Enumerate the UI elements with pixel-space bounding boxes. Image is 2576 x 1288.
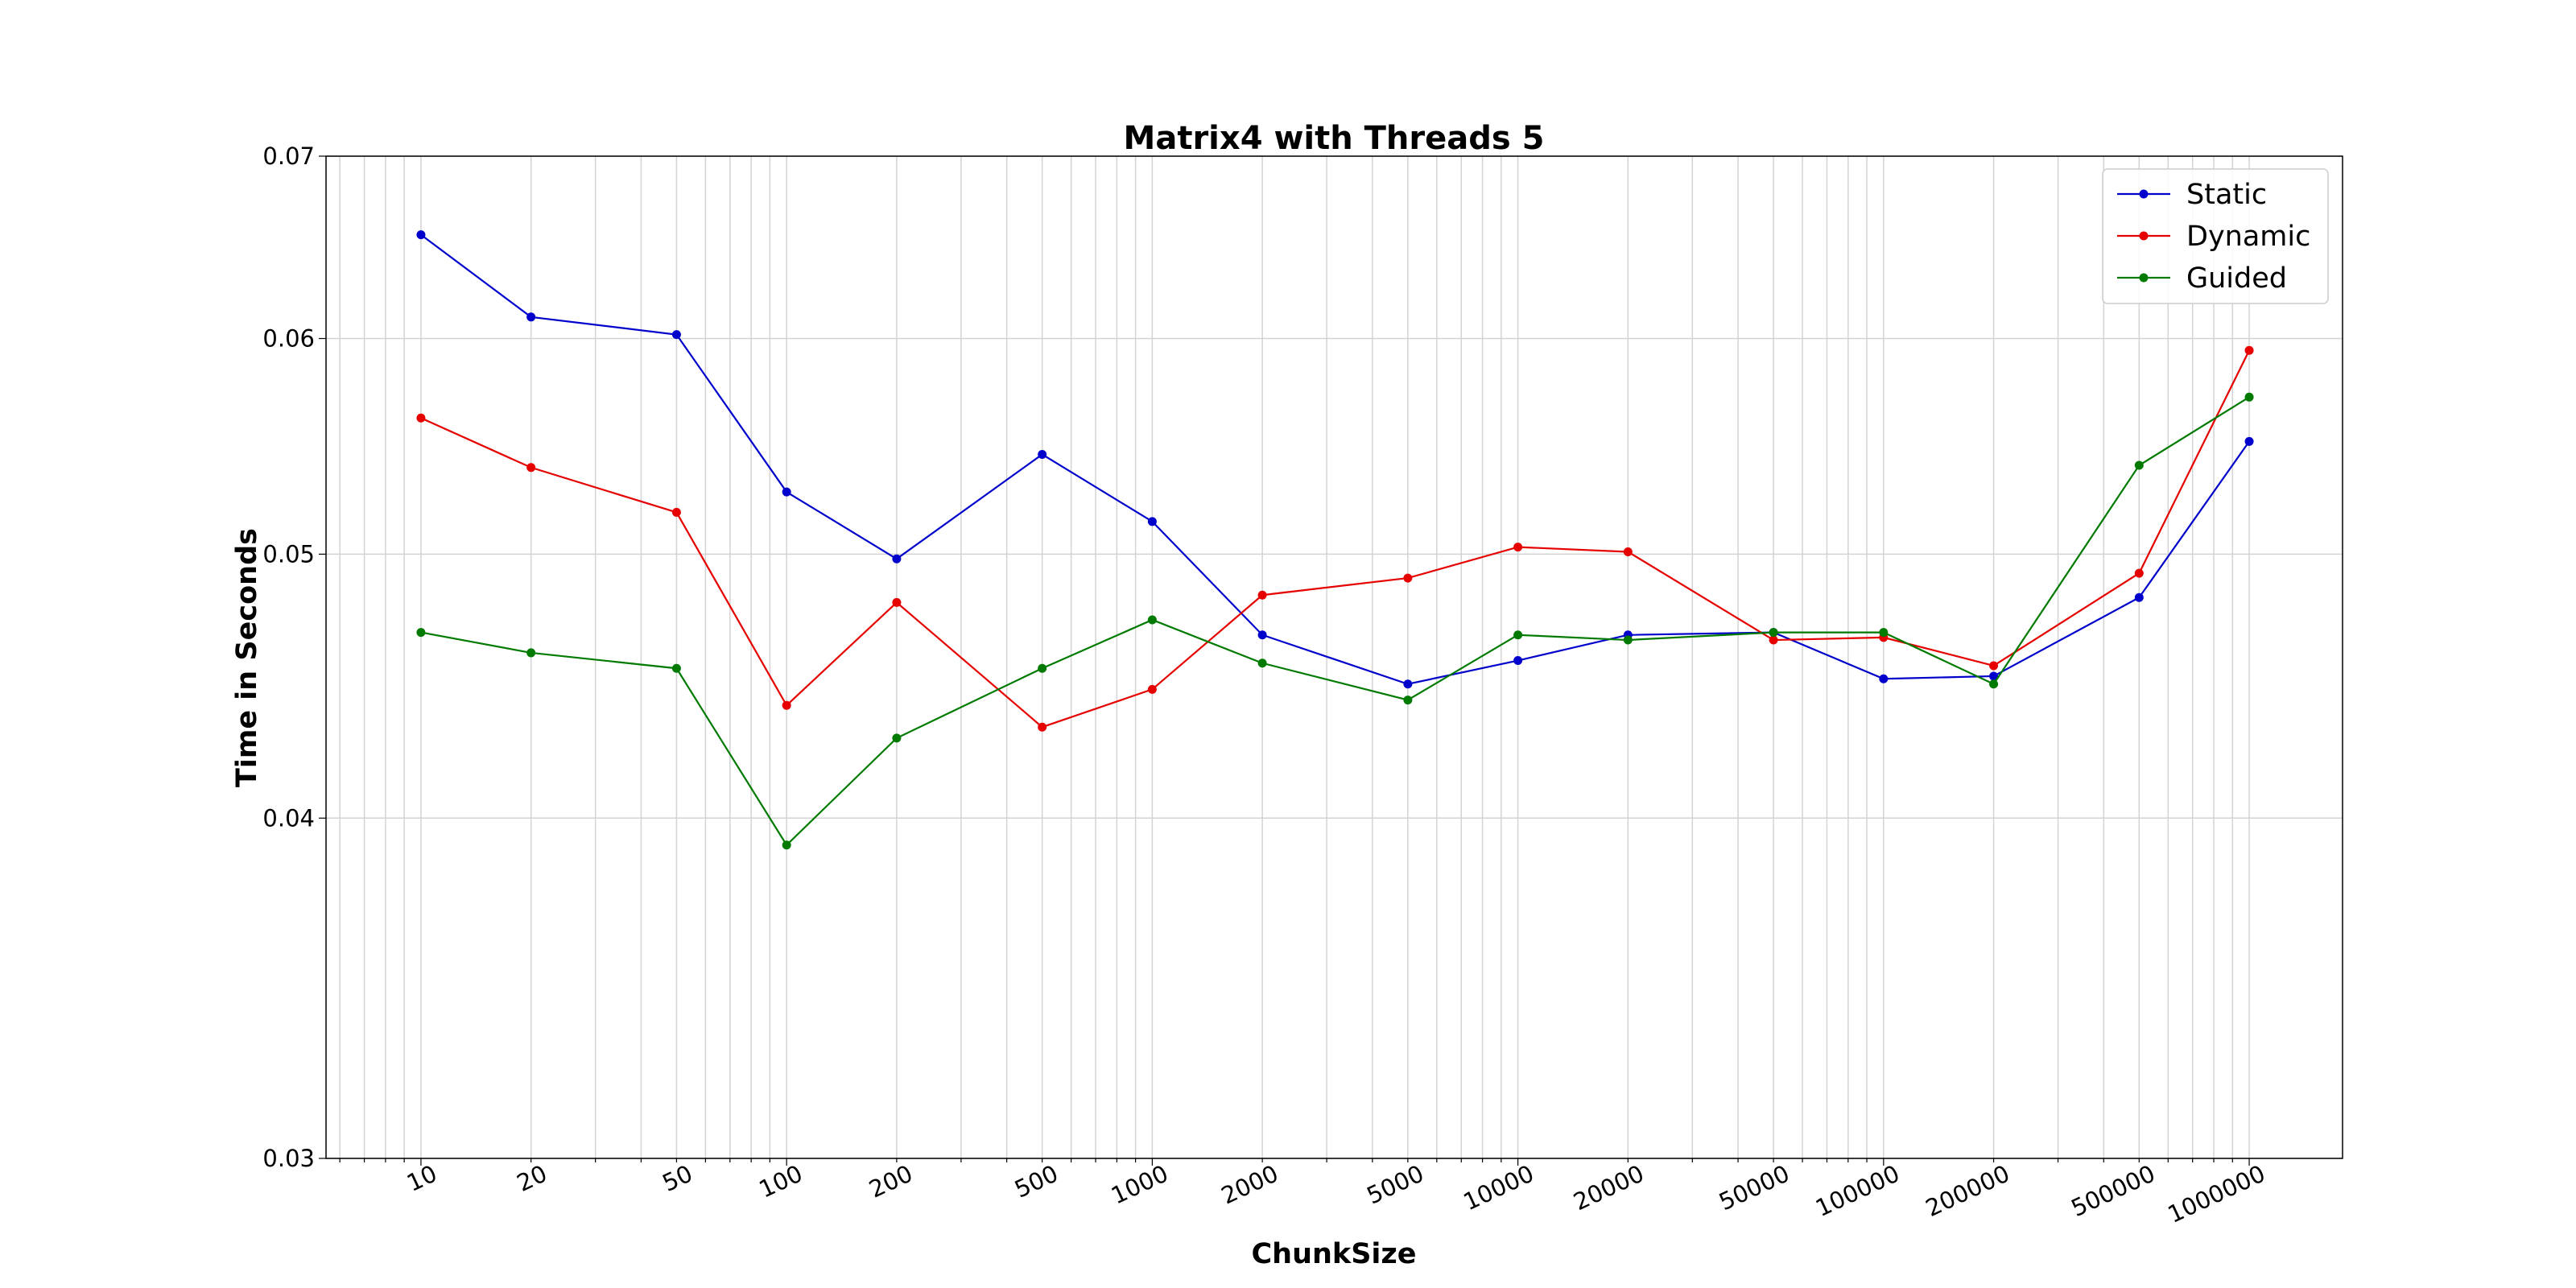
x-tick-label: 100: [755, 1160, 807, 1203]
data-point: [782, 840, 791, 850]
data-point: [1989, 671, 1999, 681]
data-point: [1257, 590, 1267, 600]
data-point: [1147, 517, 1157, 526]
legend-label: Dynamic: [2186, 221, 2310, 253]
data-point: [1623, 635, 1633, 645]
x-tick-label: 100000: [1811, 1160, 1904, 1223]
series-line: [420, 233, 2250, 685]
x-tick-label: 50000: [1715, 1160, 1794, 1216]
data-point: [1038, 722, 1047, 732]
data-point: [1513, 656, 1523, 666]
data-point: [1403, 696, 1413, 705]
data-point: [892, 554, 902, 564]
series-dynamic: [416, 345, 2254, 732]
plot-area-frame: [325, 155, 2343, 1159]
legend: Static Dynamic Guided: [2102, 168, 2329, 304]
data-point: [416, 628, 426, 638]
legend-label: Guided: [2186, 262, 2287, 295]
data-point: [416, 230, 426, 240]
legend-marker: [2139, 273, 2149, 283]
legend-marker: [2139, 189, 2149, 199]
y-tick-label: 0.06: [262, 325, 315, 353]
data-point: [526, 312, 536, 322]
x-tick-label: 5000: [1363, 1160, 1428, 1210]
x-tick-label: 200: [865, 1160, 917, 1203]
data-point: [2244, 436, 2254, 446]
series-line: [420, 396, 2250, 847]
data-point: [1038, 663, 1047, 673]
series-static: [416, 230, 2254, 689]
data-point: [1147, 615, 1157, 625]
data-point: [1879, 674, 1889, 683]
grid: [326, 155, 2343, 1159]
data-point: [526, 648, 536, 658]
data-point: [892, 733, 902, 743]
axis-ticks: 0.03 0.04 0.05 0.06 0.07 10 20 50 100 200 500 1000 2…: [262, 142, 2269, 1228]
data-point: [1989, 661, 1999, 671]
y-axis-label: Time in Seconds: [231, 528, 263, 787]
data-point: [1769, 635, 1778, 645]
series-line: [420, 349, 2251, 729]
x-tick-label: 2000: [1217, 1160, 1282, 1210]
data-point: [1147, 684, 1157, 694]
data-point: [2244, 345, 2254, 355]
data-point: [2134, 460, 2144, 470]
x-tick-label: 500000: [2067, 1160, 2160, 1223]
data-point: [2134, 592, 2144, 602]
legend-marker: [2139, 231, 2149, 241]
data-point: [1879, 628, 1889, 638]
data-point: [416, 413, 426, 423]
data-point: [892, 597, 902, 607]
data-point: [2134, 568, 2144, 578]
chart-title: Matrix4 with Threads 5: [1124, 120, 1545, 157]
y-tick-label: 0.04: [262, 804, 315, 832]
x-tick-label: 20: [513, 1160, 551, 1197]
data-point: [671, 507, 681, 517]
data-point: [671, 330, 681, 340]
data-point: [1403, 573, 1413, 583]
x-tick-label: 50: [658, 1160, 697, 1197]
data-point: [1623, 547, 1633, 556]
data-point: [1989, 679, 1999, 689]
y-tick-label: 0.03: [262, 1145, 315, 1172]
data-point: [1513, 543, 1523, 552]
legend-box: [2102, 168, 2329, 304]
x-tick-label: 500: [1010, 1160, 1063, 1203]
x-axis-label: ChunkSize: [1251, 1238, 1416, 1270]
data-point: [1038, 449, 1047, 459]
y-tick-label: 0.05: [262, 540, 315, 568]
data-point: [1513, 630, 1523, 640]
x-tick-label: 10000: [1459, 1160, 1538, 1216]
y-tick-label: 0.07: [262, 142, 315, 170]
data-point: [782, 487, 791, 497]
x-tick-label: 1000000: [2164, 1160, 2269, 1228]
data-point: [1403, 679, 1413, 689]
data-point: [1257, 630, 1267, 640]
data-point: [782, 700, 791, 710]
data-point: [2244, 392, 2254, 402]
x-tick-label: 20000: [1569, 1160, 1648, 1216]
data-point: [526, 463, 536, 473]
series-guided: [416, 392, 2254, 850]
data-point: [1769, 628, 1778, 638]
data-point: [1257, 658, 1267, 668]
x-tick-label: 200000: [1922, 1160, 2014, 1223]
legend-label: Static: [2186, 179, 2267, 211]
x-tick-label: 10: [402, 1160, 441, 1197]
data-point: [671, 663, 681, 673]
x-tick-label: 1000: [1107, 1160, 1172, 1210]
series-lines: [416, 230, 2254, 850]
